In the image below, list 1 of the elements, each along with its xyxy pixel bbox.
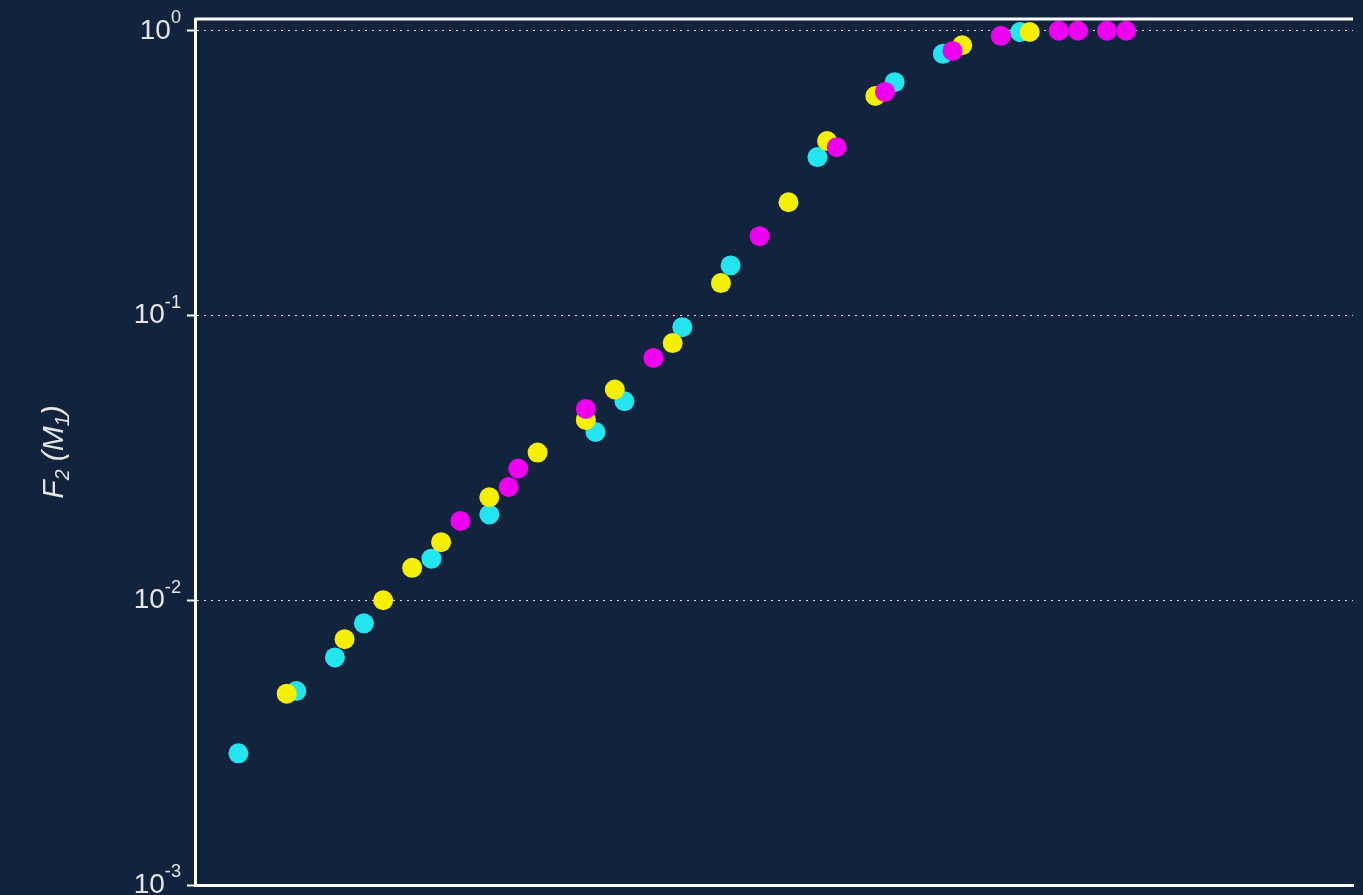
y-axis-title: F2 (M1) bbox=[36, 405, 74, 499]
